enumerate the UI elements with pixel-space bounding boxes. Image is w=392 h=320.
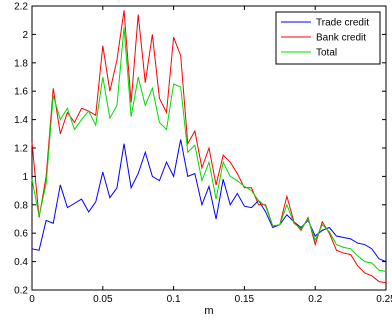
legend-entry: Total [316, 48, 337, 59]
series-line-trade-credit [31, 139, 387, 263]
series-line-total [31, 27, 387, 273]
x-tick-label: 0.25 [376, 294, 392, 305]
y-tick-label: 0.2 [14, 286, 28, 297]
series-layer [31, 10, 387, 284]
y-tick-label: 1.4 [14, 115, 28, 126]
x-tick-label: 0.1 [167, 294, 181, 305]
y-tick-label: 1.6 [14, 87, 28, 98]
y-tick-label: 2 [22, 30, 28, 41]
x-axis-label: m [204, 305, 213, 317]
y-tick-label: 0.6 [14, 229, 28, 240]
legend-entry: Bank credit [316, 33, 366, 44]
y-tick-label: 1.8 [14, 58, 28, 69]
x-tick-label: 0.15 [235, 294, 255, 305]
y-tick-label: 1.2 [14, 144, 28, 155]
y-tick-label: 1 [22, 172, 28, 183]
legend-entry: Trade credit [316, 18, 369, 29]
legend: Trade credit Bank credit Total [275, 11, 381, 65]
y-tick-label: 2.2 [14, 2, 28, 13]
y-tick-label: 0.4 [14, 257, 28, 268]
x-tick-label: 0.2 [308, 294, 322, 305]
legend-box [275, 11, 381, 65]
axis-layer: 0 0.05 0.1 0.15 0.2 0.25 0.2 0.4 0.6 0.8 1 1.2 1.4 1.… [14, 2, 392, 306]
x-tick-label: 0 [29, 294, 35, 305]
y-tick-label: 0.8 [14, 200, 28, 211]
x-tick-label: 0.05 [93, 294, 113, 305]
